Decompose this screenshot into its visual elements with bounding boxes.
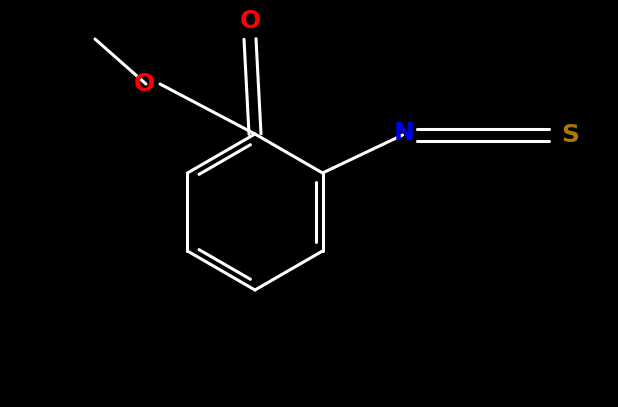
Text: O: O	[133, 72, 154, 96]
Text: S: S	[562, 123, 580, 147]
Text: N: N	[394, 121, 415, 145]
Text: O: O	[239, 9, 261, 33]
